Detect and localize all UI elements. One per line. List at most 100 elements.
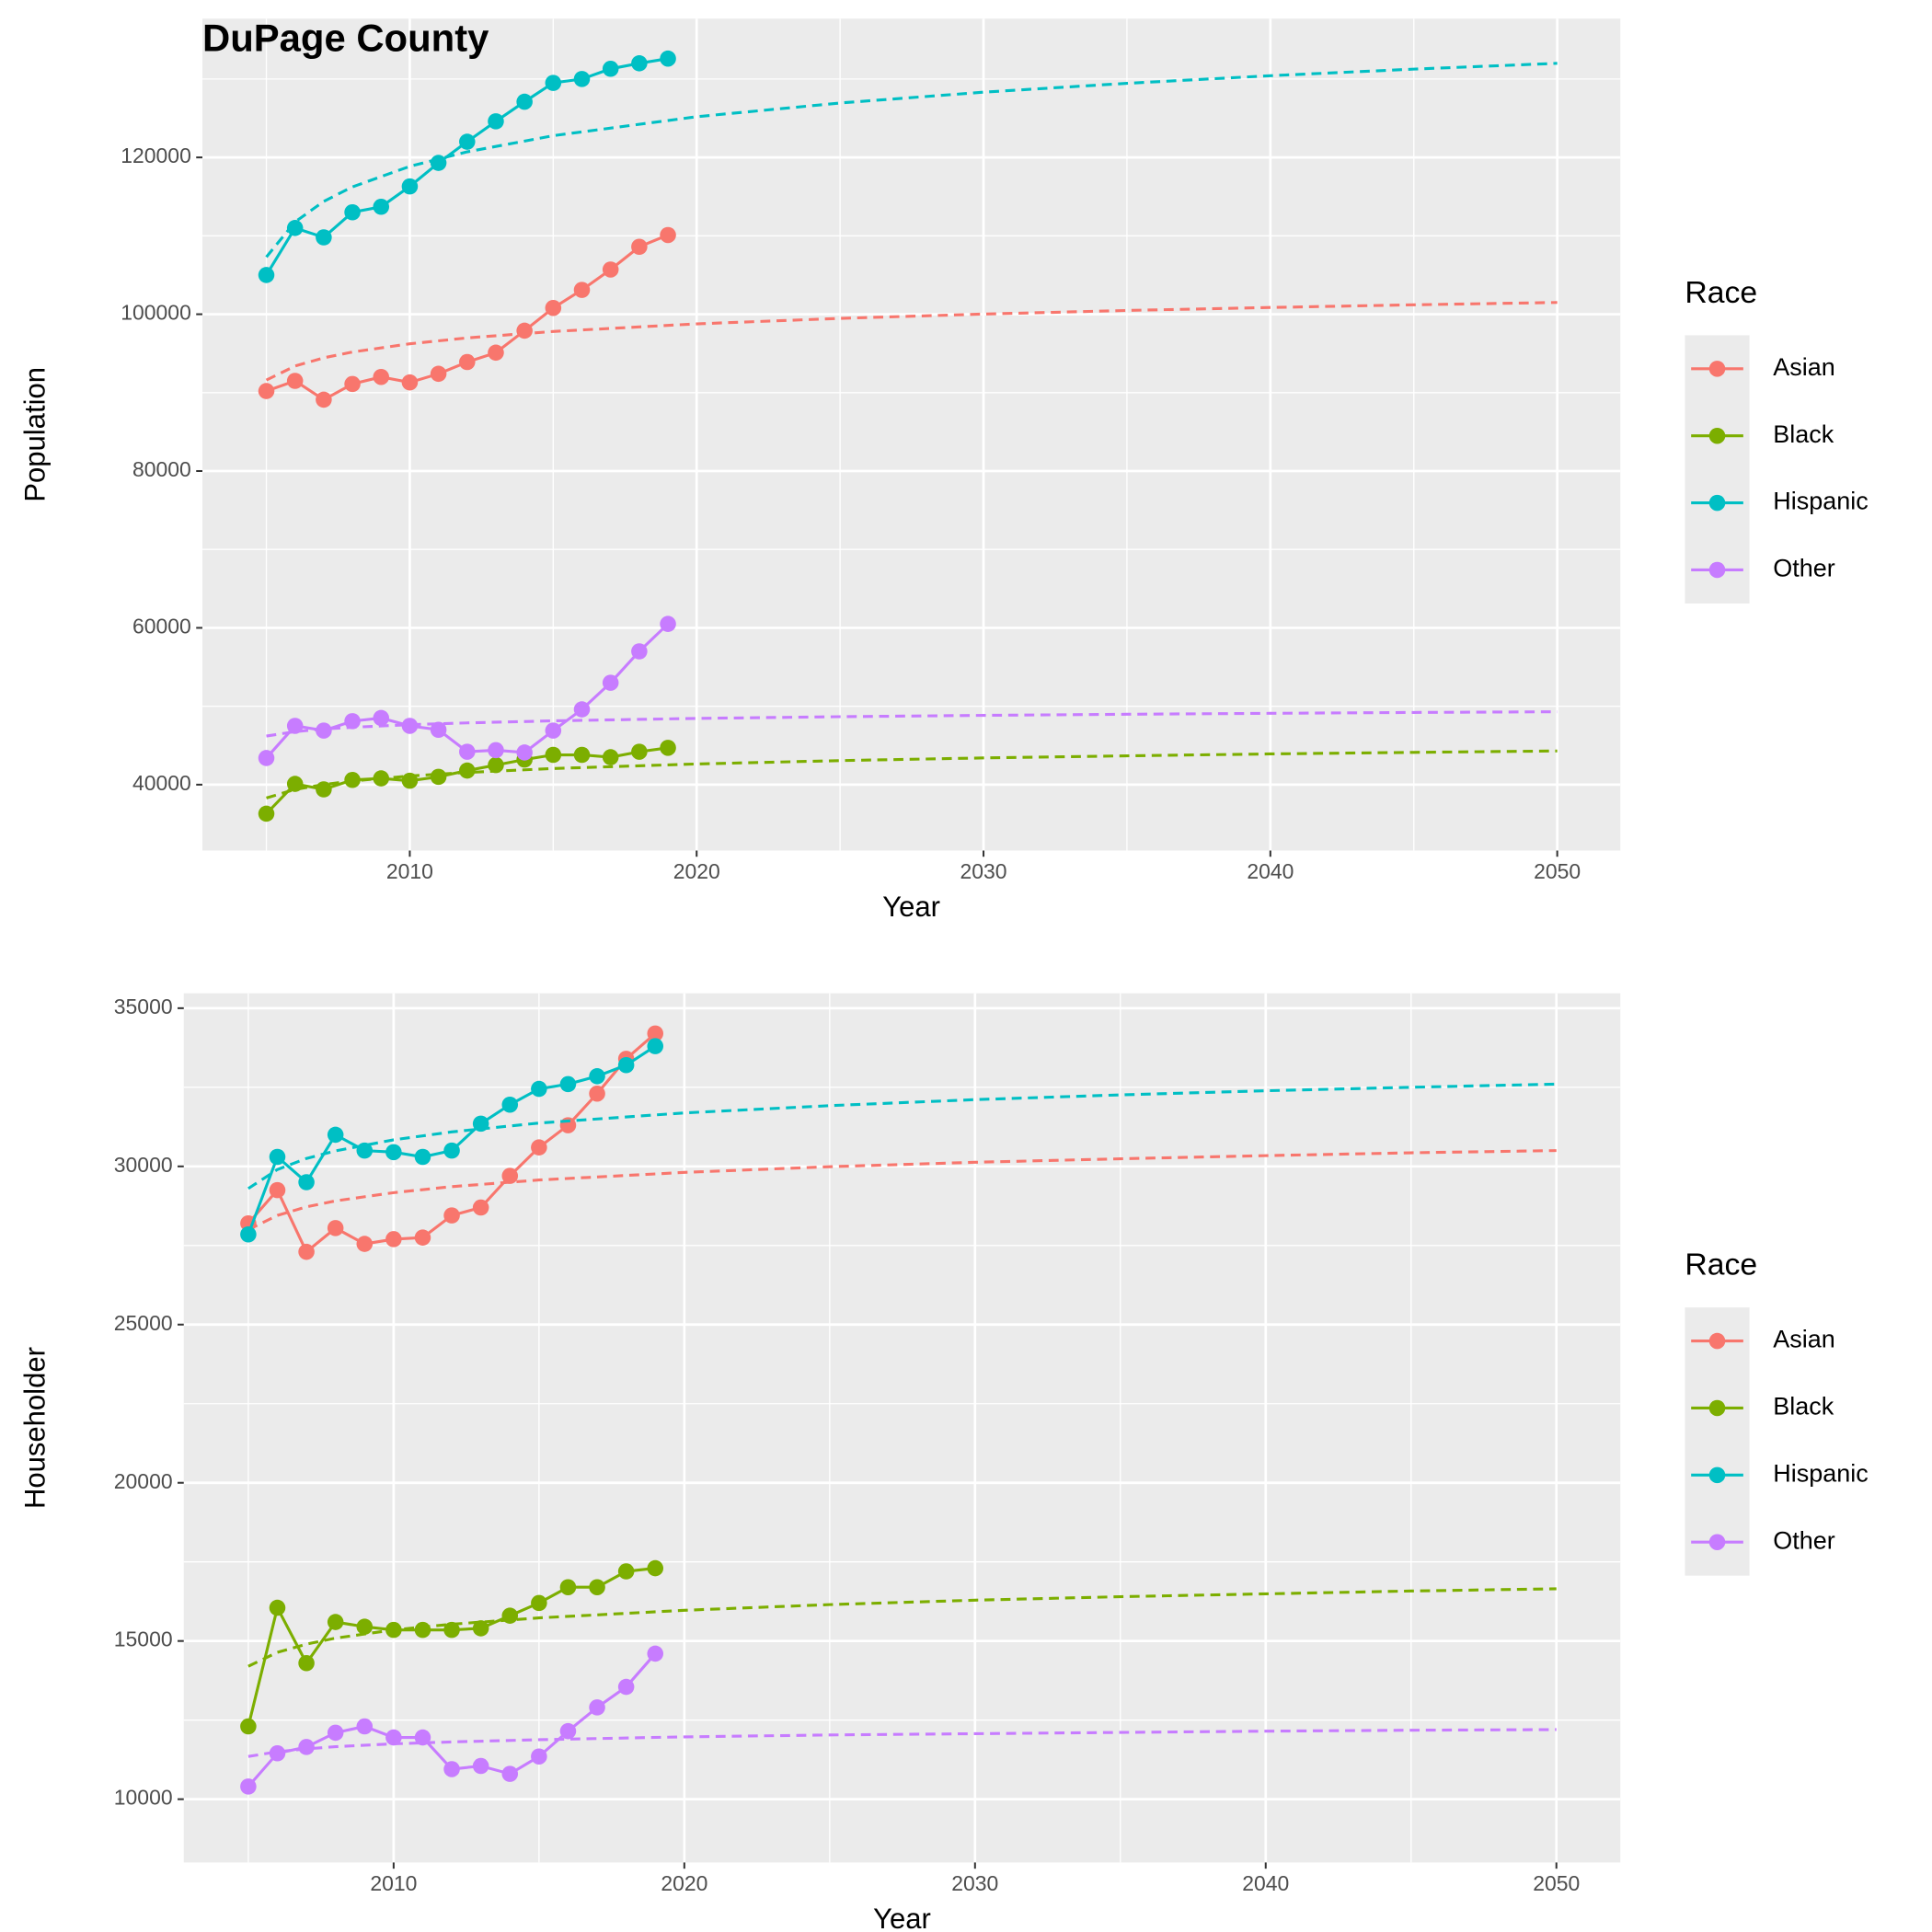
data-point bbox=[472, 1115, 489, 1133]
data-point bbox=[298, 1243, 315, 1260]
legend-key-point bbox=[1708, 1332, 1726, 1350]
data-point bbox=[531, 1139, 547, 1156]
legend-key-point bbox=[1708, 561, 1726, 579]
data-point bbox=[602, 749, 619, 765]
data-point bbox=[472, 1620, 489, 1637]
data-point bbox=[356, 1236, 374, 1252]
data-point bbox=[269, 1181, 286, 1199]
legend-label: Asian bbox=[1773, 353, 1835, 381]
data-point bbox=[443, 1621, 460, 1639]
data-point bbox=[258, 750, 275, 766]
data-point bbox=[401, 178, 419, 195]
y-tick-label: 20000 bbox=[114, 1469, 173, 1493]
data-point bbox=[559, 1722, 577, 1740]
data-point bbox=[617, 1678, 635, 1696]
data-point bbox=[631, 238, 648, 256]
data-point bbox=[589, 1085, 605, 1102]
data-point bbox=[298, 1739, 315, 1755]
y-tick-label: 15000 bbox=[114, 1627, 173, 1651]
data-point bbox=[316, 391, 332, 408]
data-point bbox=[573, 701, 591, 718]
legend-label: Hispanic bbox=[1773, 1459, 1868, 1487]
x-tick-label: 2050 bbox=[1534, 859, 1581, 883]
data-point bbox=[443, 1142, 460, 1159]
trend-line bbox=[265, 62, 1558, 259]
data-point bbox=[647, 1645, 664, 1662]
data-point bbox=[501, 1167, 519, 1184]
data-point bbox=[559, 1579, 577, 1595]
data-point bbox=[545, 75, 562, 91]
data-point bbox=[344, 203, 361, 221]
data-point bbox=[316, 229, 332, 246]
data-point bbox=[269, 1599, 286, 1616]
data-point bbox=[501, 1607, 519, 1624]
legend-label: Asian bbox=[1773, 1326, 1835, 1353]
data-point bbox=[573, 282, 591, 298]
data-point bbox=[660, 740, 676, 756]
data-point bbox=[316, 722, 332, 739]
data-point bbox=[545, 746, 562, 764]
data-point bbox=[286, 718, 304, 734]
x-axis-title: Year bbox=[882, 891, 940, 923]
data-point bbox=[414, 1729, 431, 1746]
legend-title: Race bbox=[1685, 1248, 1757, 1282]
y-tick-label: 60000 bbox=[132, 615, 191, 638]
data-point bbox=[385, 1729, 402, 1746]
data-point bbox=[631, 55, 648, 72]
y-tick-label: 40000 bbox=[132, 771, 191, 795]
x-tick-label: 2040 bbox=[1242, 1871, 1289, 1895]
data-point bbox=[327, 1220, 344, 1236]
trend-line bbox=[247, 1149, 1557, 1231]
y-tick-label: 100000 bbox=[121, 301, 191, 325]
y-tick-label: 80000 bbox=[132, 457, 191, 481]
data-point bbox=[327, 1614, 344, 1630]
data-point bbox=[660, 226, 676, 244]
data-point bbox=[459, 762, 476, 779]
y-axis-title: Householder bbox=[19, 1347, 52, 1509]
data-point bbox=[258, 805, 275, 822]
legend-label: Black bbox=[1773, 1393, 1834, 1420]
data-point bbox=[631, 743, 648, 760]
data-point bbox=[430, 768, 447, 786]
data-point bbox=[501, 1765, 519, 1782]
x-tick-label: 2020 bbox=[661, 1871, 707, 1895]
data-point bbox=[344, 772, 361, 788]
data-point bbox=[531, 1080, 547, 1098]
data-point bbox=[286, 776, 304, 792]
data-point bbox=[298, 1174, 315, 1190]
legend-key-point bbox=[1708, 1466, 1726, 1484]
data-point bbox=[298, 1654, 315, 1672]
data-point bbox=[344, 375, 361, 393]
data-point bbox=[269, 1744, 286, 1762]
data-point bbox=[602, 61, 619, 77]
data-point bbox=[258, 267, 275, 283]
data-point bbox=[286, 373, 304, 389]
data-point bbox=[414, 1621, 431, 1639]
data-point bbox=[316, 781, 332, 798]
legend-label: Hispanic bbox=[1773, 488, 1868, 515]
data-point bbox=[459, 133, 476, 150]
data-point bbox=[559, 1075, 577, 1093]
y-axis-title: Population bbox=[19, 367, 52, 502]
data-point bbox=[240, 1718, 257, 1735]
data-point bbox=[472, 1757, 489, 1775]
data-point bbox=[589, 1699, 605, 1716]
data-point bbox=[240, 1225, 257, 1243]
legend-key-point bbox=[1708, 494, 1726, 512]
data-point bbox=[401, 718, 419, 734]
data-point bbox=[443, 1207, 460, 1224]
data-point bbox=[373, 770, 390, 787]
trend-line bbox=[266, 749, 1558, 799]
legend-key-point bbox=[1708, 427, 1726, 444]
data-point bbox=[258, 383, 275, 399]
data-point bbox=[327, 1724, 344, 1742]
data-point bbox=[660, 615, 676, 632]
x-tick-label: 2010 bbox=[370, 1871, 417, 1895]
legend-key-point bbox=[1708, 1534, 1726, 1550]
legend-label: Black bbox=[1773, 420, 1834, 448]
chart-title: DuPage County bbox=[202, 17, 489, 60]
data-point bbox=[501, 1096, 519, 1113]
data-point bbox=[516, 744, 533, 761]
data-point bbox=[573, 746, 591, 764]
